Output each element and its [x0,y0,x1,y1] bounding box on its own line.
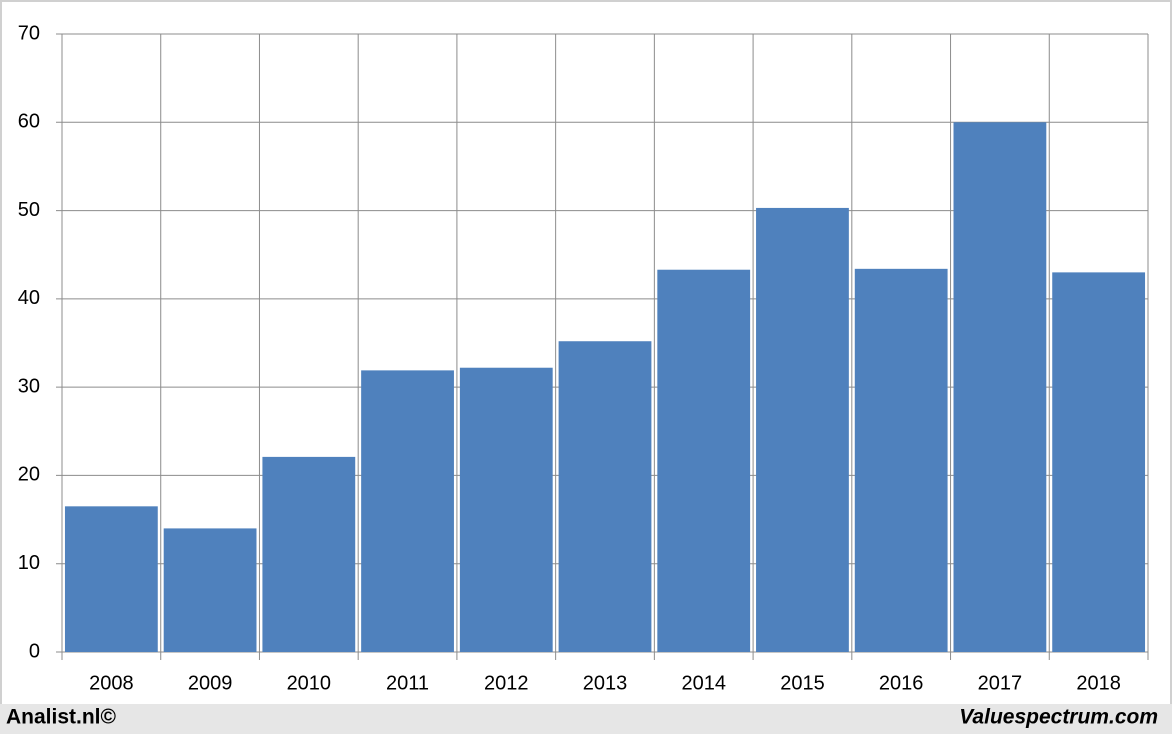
bar [953,122,1047,653]
y-tick-label: 10 [18,552,40,574]
y-tick-label: 40 [18,287,40,309]
x-tick-label: 2008 [89,672,134,694]
x-tick-label: 2018 [1076,672,1121,694]
bar [756,207,849,652]
bar [657,269,751,652]
x-tick-label: 2016 [879,672,924,694]
y-tick-label: 70 [18,22,40,44]
x-tick-label: 2014 [681,672,726,694]
bar [558,341,652,652]
bar [1052,272,1146,652]
y-tick-label: 30 [18,375,40,397]
bar [163,528,257,652]
bar [459,367,553,652]
bar [64,506,158,652]
y-tick-label: 50 [18,199,40,221]
bar [854,268,948,652]
footer-left: Analist.nl© [6,706,117,729]
y-tick-label: 60 [18,111,40,133]
footer-band [0,704,1172,734]
y-tick-label: 0 [29,640,40,662]
x-tick-label: 2009 [188,672,233,694]
x-tick-label: 2015 [780,672,825,694]
x-tick-label: 2012 [484,672,529,694]
bar [361,370,454,652]
bar [262,456,356,652]
x-tick-label: 2017 [978,672,1023,694]
y-tick-label: 20 [18,464,40,486]
x-tick-label: 2011 [386,672,429,694]
x-tick-label: 2013 [583,672,628,694]
footer-right: Valuespectrum.com [959,706,1158,729]
x-tick-label: 2010 [287,672,332,694]
